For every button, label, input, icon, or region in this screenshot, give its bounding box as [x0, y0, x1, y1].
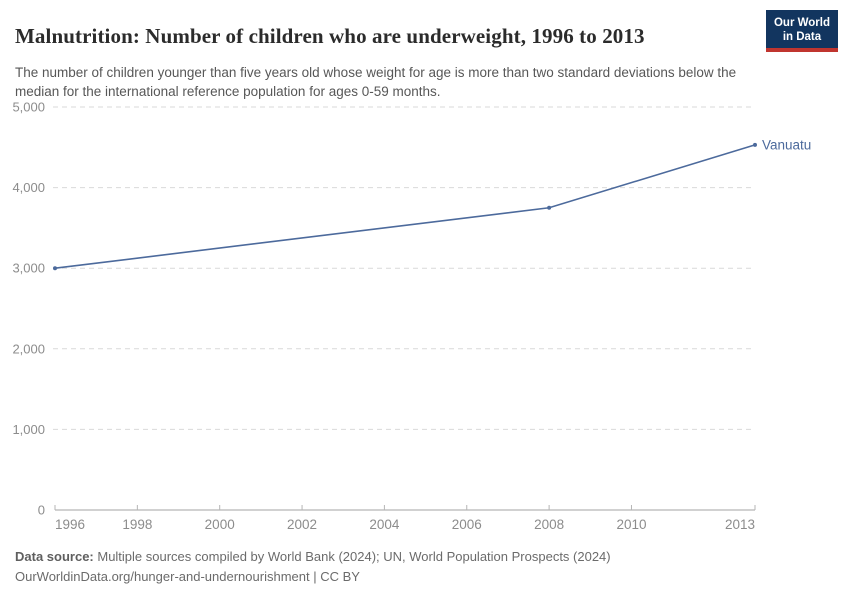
data-source-label: Data source: [15, 549, 94, 564]
data-source-line: Data source: Multiple sources compiled b… [15, 547, 795, 567]
y-axis-tick-label: 1,000 [12, 422, 45, 437]
chart-title: Malnutrition: Number of children who are… [15, 24, 645, 49]
x-axis-tick-label: 2010 [616, 517, 646, 532]
x-axis-tick-label: 2004 [369, 517, 400, 532]
chart-footer: Data source: Multiple sources compiled b… [15, 547, 795, 587]
data-source-text: Multiple sources compiled by World Bank … [93, 549, 611, 564]
y-axis-tick-label: 5,000 [12, 100, 45, 115]
license-line: OurWorldinData.org/hunger-and-undernouri… [15, 569, 360, 584]
x-axis-tick-label: 2002 [287, 517, 317, 532]
data-line[interactable] [54, 144, 756, 269]
x-axis-tick-label: 2000 [205, 517, 235, 532]
x-axis-tick-label: 1998 [122, 517, 152, 532]
data-point-marker[interactable] [53, 266, 57, 271]
x-axis-tick-label: 2008 [534, 517, 564, 532]
y-axis-tick-label: 2,000 [12, 341, 45, 356]
y-axis-tick-label: 0 [38, 503, 45, 518]
owid-logo-line1: Our World [773, 17, 830, 29]
data-point-marker[interactable] [753, 142, 757, 147]
owid-logo[interactable]: Our World in Data [765, 10, 838, 52]
entity-label[interactable]: Vanuatu [762, 137, 811, 152]
y-axis-tick-label: 3,000 [12, 261, 45, 276]
x-axis-tick-label: 2013 [725, 517, 755, 532]
chart-subtitle: The number of children younger than five… [15, 64, 737, 99]
data-point-marker[interactable] [547, 205, 552, 210]
x-axis-tick-label: 2006 [452, 517, 482, 532]
owid-logo-line2: in Data [782, 31, 822, 43]
chart-canvas: 0 1,000 2,000 3,000 4,000 5,000 1996 1998 2000 20… [12, 100, 811, 533]
y-axis-tick-label: 4,000 [12, 180, 45, 195]
x-axis-tick-label: 1996 [55, 517, 85, 532]
